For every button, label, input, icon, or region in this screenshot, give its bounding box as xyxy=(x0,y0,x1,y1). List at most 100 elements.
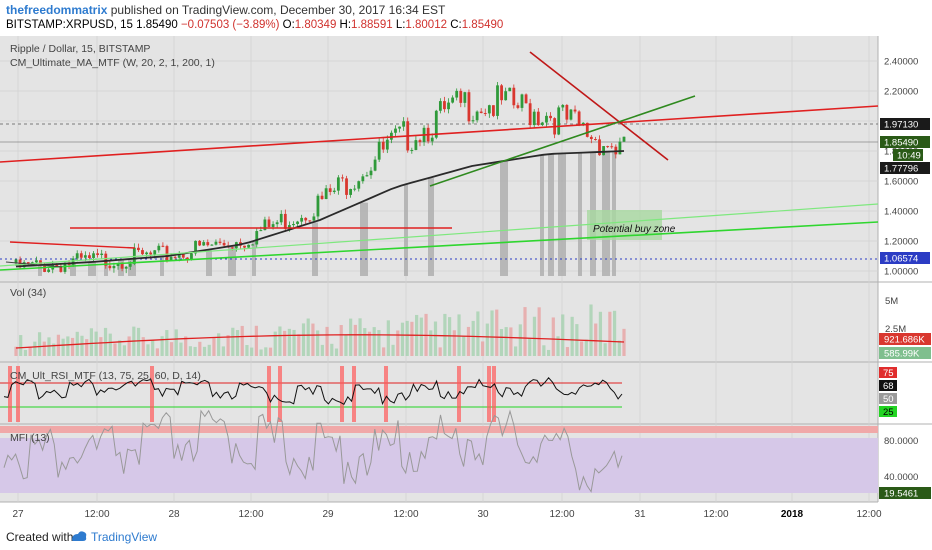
volume-bar xyxy=(396,330,400,356)
candle-body xyxy=(287,225,291,229)
candle-body xyxy=(104,253,108,266)
volume-bar xyxy=(542,345,546,356)
volume-bar xyxy=(410,321,414,356)
volume-bar xyxy=(85,339,89,356)
volume-bar xyxy=(89,328,94,356)
volume-bar xyxy=(471,320,475,356)
price-tick-label: 1.40000 xyxy=(884,207,918,218)
volume-bar xyxy=(28,346,32,356)
time-tick-label: 12:00 xyxy=(549,509,574,520)
symbol-label[interactable]: BITSTAMP:XRPUSD, 15 xyxy=(6,19,133,31)
candle-body xyxy=(385,139,389,150)
ma-fill-column xyxy=(500,161,508,276)
candle-body xyxy=(137,247,140,251)
price-badge-label: 1.06574 xyxy=(884,254,918,265)
candle-body xyxy=(545,115,548,123)
time-tick-label: 12:00 xyxy=(856,509,881,520)
vol-badge-ma: 921.686K xyxy=(879,333,931,346)
candle-body xyxy=(39,260,42,265)
volume-bar xyxy=(537,307,541,356)
volume-bar xyxy=(169,342,174,356)
volume-bar xyxy=(528,338,532,356)
candle-body xyxy=(479,111,483,114)
candle-body xyxy=(112,265,116,269)
mfi-overbought-band xyxy=(0,426,878,433)
ma-fill-column xyxy=(252,241,256,276)
volume-bar xyxy=(141,337,145,356)
candle-body xyxy=(594,139,597,141)
candle-body xyxy=(275,222,279,225)
candle-body xyxy=(100,253,104,256)
candle-body xyxy=(528,103,532,126)
ma-fill-column xyxy=(360,202,368,276)
volume-bar xyxy=(146,344,150,356)
volume-bar xyxy=(509,327,513,356)
candle-body xyxy=(145,252,148,255)
candle-body xyxy=(255,231,259,245)
volume-bar xyxy=(287,328,291,356)
volume-bar xyxy=(367,331,372,356)
trendline-red-descending xyxy=(529,51,669,161)
volume-bar xyxy=(349,318,353,356)
svg-text:25: 25 xyxy=(883,407,894,418)
ma-fill-column xyxy=(578,152,582,276)
volume-bar xyxy=(584,339,588,356)
svg-text:19.5461: 19.5461 xyxy=(884,489,918,500)
volume-bar xyxy=(608,311,612,356)
candle-body xyxy=(447,102,450,110)
tradingview-logo-icon[interactable] xyxy=(70,529,88,543)
candle-body xyxy=(259,230,263,232)
candle-body xyxy=(606,146,610,148)
candle-body xyxy=(585,122,589,137)
time-tick-label: 28 xyxy=(168,509,180,520)
volume-bar xyxy=(485,323,489,356)
candle-body xyxy=(198,240,202,246)
price-badge xyxy=(880,252,930,264)
candle-body xyxy=(247,244,250,248)
candle-body xyxy=(598,139,601,156)
candle-body xyxy=(304,217,308,221)
open-label: O: xyxy=(282,19,295,31)
candle-body xyxy=(165,246,169,261)
volume-bar xyxy=(250,347,254,356)
volume-bar xyxy=(377,330,381,356)
volume-bar xyxy=(155,348,159,356)
price-tick-label: 1.20000 xyxy=(884,237,918,248)
candle-body xyxy=(483,113,487,115)
volume-bar xyxy=(556,336,560,356)
volume-bar xyxy=(504,327,508,356)
svg-text:68: 68 xyxy=(883,381,894,392)
time-axis-labels: 27 12:00 28 12:00 29 12:00 30 12:00 31 12:00 2018 1… xyxy=(12,509,882,520)
candle-body xyxy=(581,122,585,126)
volume-bar xyxy=(118,340,122,356)
candle-body xyxy=(487,105,491,114)
rsi-signal-bars xyxy=(8,366,496,422)
volume-bar xyxy=(339,325,343,356)
trendline-red-long xyxy=(0,105,879,163)
author-link[interactable]: thefreedommatrix xyxy=(6,3,108,17)
time-tick-label: 12:00 xyxy=(238,509,263,520)
price-badge-label: 1.97130 xyxy=(884,120,918,131)
volume-bar xyxy=(221,346,225,356)
candle-body xyxy=(243,245,246,248)
volume-bar xyxy=(598,311,603,356)
main-pane-title: Ripple / Dollar, 15, BITSTAMP xyxy=(10,43,150,55)
volume-bar xyxy=(268,347,273,356)
price-change: −0.07503 (−3.89%) xyxy=(180,19,280,31)
mfi-pane-title: MFI (13) xyxy=(10,432,50,444)
tradingview-link[interactable]: TradingView xyxy=(91,530,158,544)
rsi-signal-bar xyxy=(487,366,491,422)
volume-bar xyxy=(165,330,169,356)
volume-bar xyxy=(438,347,442,356)
candle-body xyxy=(279,213,283,223)
low-label: L: xyxy=(395,19,406,31)
volume-bar xyxy=(457,314,461,356)
volume-bar xyxy=(306,318,310,356)
chart-canvas[interactable]: Potential buy zone Ripple / Dollar, 15, … xyxy=(0,36,932,524)
candle-body xyxy=(557,107,561,135)
candle-body xyxy=(292,223,295,226)
time-axis-bg[interactable] xyxy=(0,502,932,524)
volume-bar xyxy=(235,330,240,356)
price-badge xyxy=(880,136,930,148)
volume-bar xyxy=(254,325,258,356)
